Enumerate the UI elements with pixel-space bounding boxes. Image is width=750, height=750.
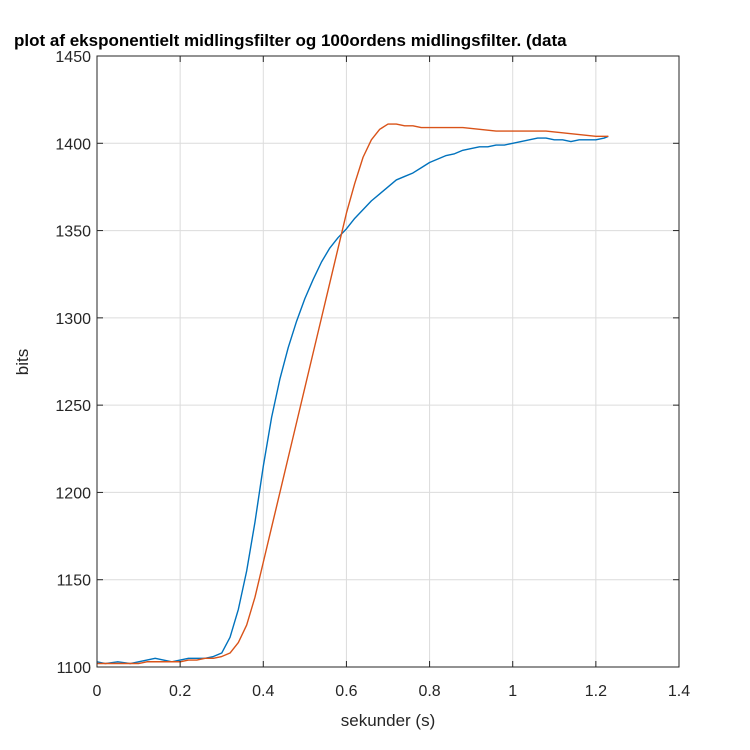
x-tick-label-6: 1.2 <box>585 683 607 700</box>
x-tick-label-3: 0.6 <box>335 683 357 700</box>
series-line-1 <box>97 123 609 665</box>
y-tick-label-7: 1450 <box>55 49 91 66</box>
chart-title: plot af eksponentielt midlingsfilter og … <box>14 31 567 50</box>
y-tick-label-0: 1100 <box>57 660 92 677</box>
x-tick-label-7: 1.4 <box>668 683 690 700</box>
y-tick-label-6: 1400 <box>55 136 91 153</box>
x-tick-labels: 0 0.2 0.4 0.6 0.8 1 1.2 1.4 <box>93 683 691 700</box>
series-line-0 <box>96 135 609 665</box>
grid-lines <box>97 56 679 667</box>
y-tick-label-5: 1350 <box>55 224 91 241</box>
x-tick-label-2: 0.4 <box>252 683 274 700</box>
y-tick-labels: 1100 1150 1200 1250 1300 1350 1400 1450 <box>55 49 91 677</box>
series-layer <box>96 123 609 665</box>
x-axis-label: sekunder (s) <box>341 711 435 730</box>
y-tick-label-2: 1200 <box>55 485 91 502</box>
x-tick-label-0: 0 <box>93 683 102 700</box>
x-tick-label-4: 0.8 <box>418 683 440 700</box>
y-tick-label-1: 1150 <box>57 573 92 590</box>
x-tick-label-5: 1 <box>508 683 517 700</box>
x-tick-label-1: 0.2 <box>169 683 191 700</box>
y-axis-label: bits <box>13 349 32 375</box>
y-tick-label-3: 1250 <box>55 398 91 415</box>
y-tick-label-4: 1300 <box>55 311 91 328</box>
plot-frame <box>96 55 680 668</box>
tick-marks <box>96 55 680 668</box>
